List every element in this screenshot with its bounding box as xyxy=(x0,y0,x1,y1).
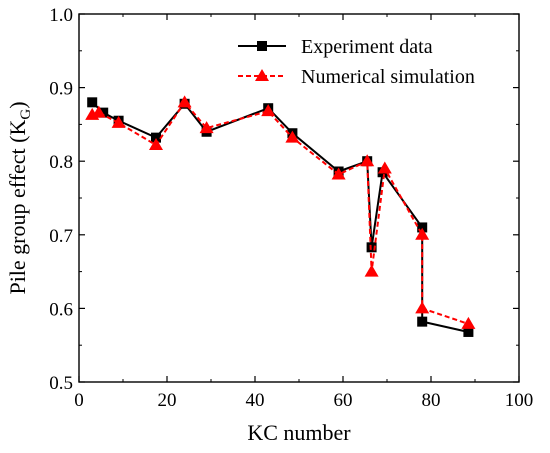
legend-label-experiment: Experiment data xyxy=(301,36,433,58)
y-tick-label: 0.9 xyxy=(49,79,73,100)
x-axis-label: KC number xyxy=(247,420,351,445)
x-tick-label: 20 xyxy=(158,390,177,411)
legend-label-simulation: Numerical simulation xyxy=(301,66,475,88)
y-axis-label: Pile group effect (KG) xyxy=(5,101,34,294)
series-1 xyxy=(85,95,475,329)
x-tick-label: 0 xyxy=(74,390,84,411)
y-tick-label: 0.5 xyxy=(49,373,73,394)
data-point xyxy=(87,97,97,107)
data-point xyxy=(415,301,429,313)
y-tick-label: 0.6 xyxy=(49,299,73,320)
y-tick-label: 1.0 xyxy=(49,5,73,26)
series-0 xyxy=(87,97,473,337)
x-tick-label: 60 xyxy=(334,390,353,411)
series-layer xyxy=(85,95,475,337)
y-tick-label: 0.7 xyxy=(49,226,73,247)
data-point xyxy=(417,317,427,327)
x-tick-label: 40 xyxy=(246,390,265,411)
legend-marker-experiment xyxy=(257,41,267,51)
y-tick-label: 0.8 xyxy=(49,152,73,173)
x-tick-label: 80 xyxy=(422,390,441,411)
x-tick-label: 100 xyxy=(505,390,534,411)
legend: Experiment data Numerical simulation xyxy=(238,36,475,88)
data-point xyxy=(365,265,379,277)
